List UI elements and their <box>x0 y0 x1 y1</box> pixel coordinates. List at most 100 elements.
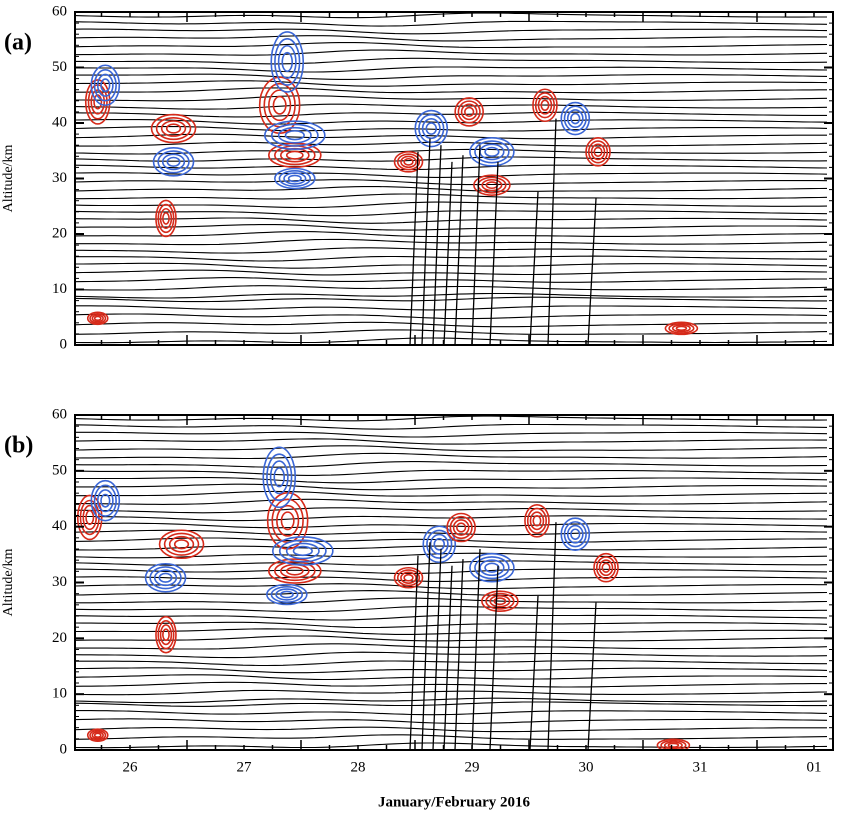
anomaly-contour <box>278 170 312 188</box>
isentrope <box>75 461 828 468</box>
anomaly-contour <box>595 556 617 580</box>
isentrope <box>75 57 828 65</box>
isentrope <box>75 408 827 413</box>
anomaly-contour <box>454 97 484 127</box>
isentrope <box>75 126 828 132</box>
isentrope <box>75 667 828 674</box>
anomaly-contour <box>165 123 182 134</box>
isentrope <box>75 423 828 430</box>
isentrope <box>75 103 828 110</box>
trajectory <box>547 522 557 750</box>
y-tick-label: 20 <box>52 225 67 241</box>
isentrope <box>75 35 827 42</box>
anomaly-contour <box>93 732 102 738</box>
anomaly-contour <box>279 147 310 163</box>
y-tick-label: 10 <box>52 686 67 702</box>
anomaly-contour <box>162 212 170 225</box>
x-tick-label: 31 <box>693 759 708 775</box>
plot <box>75 12 828 345</box>
anomaly-contour <box>155 116 192 141</box>
y-tick-label: 50 <box>52 462 67 478</box>
y-tick-label: 0 <box>60 741 68 757</box>
anomaly-contour <box>159 624 173 646</box>
anomaly-contour <box>585 137 611 167</box>
trajectory <box>409 555 419 750</box>
anomaly-contour <box>481 590 519 613</box>
y-axis-label: Altitude/km <box>1 145 16 213</box>
anomaly-contour <box>540 99 550 111</box>
anomaly-contour <box>281 51 293 73</box>
isentrope <box>75 20 828 27</box>
isentrope <box>75 660 827 667</box>
isentrope <box>75 148 828 155</box>
y-tick-label: 30 <box>52 170 67 186</box>
anomaly-contour <box>656 738 691 750</box>
trajectory <box>432 548 442 750</box>
anomaly-contour <box>285 542 320 560</box>
isentrope <box>75 605 827 613</box>
anomaly-contour <box>529 511 545 531</box>
isentrope <box>75 477 828 484</box>
y-tick-label: 60 <box>52 406 67 422</box>
anomaly-contour <box>479 559 505 577</box>
y-tick-label: 20 <box>52 630 67 646</box>
anomaly-contour <box>283 172 307 185</box>
anomaly-contour <box>275 588 299 601</box>
anomaly-contour <box>452 519 470 536</box>
isentrope <box>75 651 828 659</box>
anomaly-contour <box>668 322 695 334</box>
isentrope <box>75 217 828 224</box>
isentrope <box>75 285 828 291</box>
isentrope <box>75 231 828 238</box>
isentrope <box>75 321 827 328</box>
anomaly-contour <box>675 325 688 332</box>
isentrope <box>75 552 828 559</box>
isentrope <box>75 80 828 87</box>
anomaly-contour <box>159 207 173 229</box>
anomaly-contour <box>671 324 691 333</box>
anomaly-contour <box>285 566 304 576</box>
anomaly-contour <box>100 78 111 93</box>
anomaly-contour <box>403 157 414 166</box>
isentrope <box>75 726 827 733</box>
isentrope <box>75 674 828 681</box>
anomaly-contour <box>93 315 102 322</box>
anomaly-contour <box>485 592 515 610</box>
panel-label: (a) <box>4 30 32 56</box>
isentrope <box>75 277 827 283</box>
anomaly-contour <box>158 529 205 560</box>
anomaly-contour <box>426 529 453 559</box>
isentrope <box>75 223 828 231</box>
anomaly-contour <box>393 151 424 173</box>
y-axis-label: Altitude/km <box>1 549 16 617</box>
isentrope <box>75 710 828 716</box>
anomaly-contour <box>76 494 103 541</box>
isentrope <box>75 452 828 460</box>
trajectory <box>471 548 481 750</box>
plot <box>75 408 828 750</box>
isentrope <box>75 628 828 635</box>
trajectory <box>443 161 453 345</box>
anomaly-contour <box>155 199 177 238</box>
anomaly-contour <box>474 556 510 580</box>
anomaly-contour <box>266 453 293 502</box>
anomaly-contour <box>469 137 515 167</box>
anomaly-contour <box>157 150 190 174</box>
trajectory <box>587 198 597 345</box>
anomaly-contour <box>100 493 111 508</box>
isentrope <box>75 469 827 476</box>
x-tick-label: 28 <box>351 759 366 775</box>
anomaly-contour <box>158 572 173 583</box>
anomaly-contour <box>86 728 109 743</box>
anomaly-contour <box>566 524 584 544</box>
anomaly-contour <box>425 122 438 135</box>
anomaly-contour <box>155 615 177 654</box>
anomaly-contour <box>418 113 445 144</box>
anomaly-contour <box>532 515 542 527</box>
anomaly-contour <box>393 566 424 589</box>
anomaly-contour <box>157 620 175 650</box>
anomaly-contour <box>396 153 421 171</box>
anomaly-contour <box>474 140 510 164</box>
isentrope <box>75 87 827 94</box>
